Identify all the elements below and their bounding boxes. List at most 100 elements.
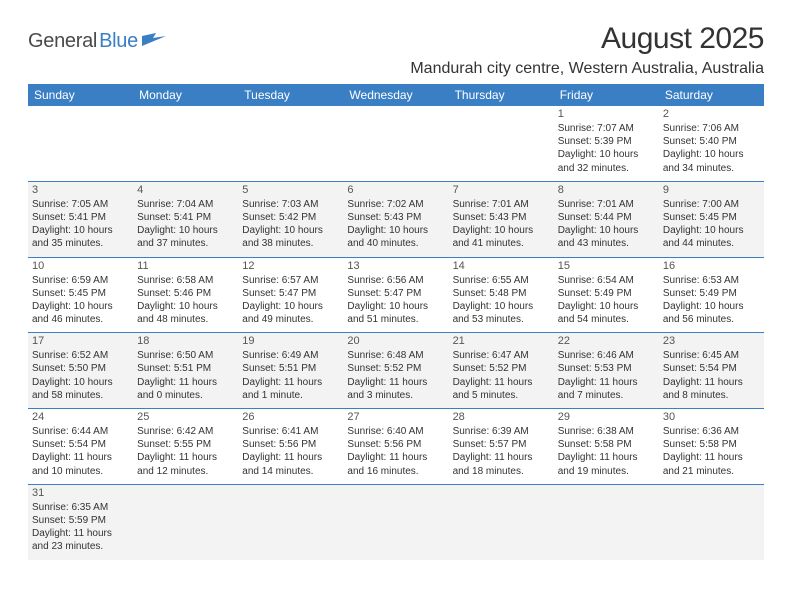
cell-text: Daylight: 10 hours [32,300,129,313]
cell-text: Daylight: 10 hours [663,224,760,237]
cell-text: Daylight: 10 hours [558,148,655,161]
table-row: 31Sunrise: 6:35 AMSunset: 5:59 PMDayligh… [28,484,764,559]
day-number: 12 [242,260,339,272]
cell-text: Sunrise: 7:01 AM [453,198,550,211]
cell-text: and 53 minutes. [453,313,550,326]
location-subtitle: Mandurah city centre, Western Australia,… [410,60,764,78]
cell-text: Daylight: 11 hours [663,376,760,389]
calendar-cell: 30Sunrise: 6:36 AMSunset: 5:58 PMDayligh… [659,409,764,485]
cell-text: Sunrise: 7:00 AM [663,198,760,211]
calendar-cell: 12Sunrise: 6:57 AMSunset: 5:47 PMDayligh… [238,257,343,333]
logo-text-general: General [28,30,97,53]
col-thursday: Thursday [449,84,554,106]
cell-text: Sunrise: 6:52 AM [32,349,129,362]
cell-text: Sunset: 5:56 PM [347,438,444,451]
cell-text: Sunrise: 6:39 AM [453,425,550,438]
cell-text: Sunrise: 7:01 AM [558,198,655,211]
cell-text: and 3 minutes. [347,389,444,402]
table-row: 17Sunrise: 6:52 AMSunset: 5:50 PMDayligh… [28,333,764,409]
calendar-cell: 2Sunrise: 7:06 AMSunset: 5:40 PMDaylight… [659,106,764,181]
cell-text: Sunset: 5:52 PM [453,362,550,375]
day-number: 11 [137,260,234,272]
cell-text: and 46 minutes. [32,313,129,326]
cell-text: and 56 minutes. [663,313,760,326]
cell-text: Sunset: 5:41 PM [32,211,129,224]
cell-text: Sunrise: 6:53 AM [663,274,760,287]
cell-text: Sunrise: 6:50 AM [137,349,234,362]
day-number: 14 [453,260,550,272]
cell-text: Sunset: 5:58 PM [663,438,760,451]
cell-text: and 10 minutes. [32,465,129,478]
page-title: August 2025 [410,22,764,56]
cell-text: Sunrise: 6:56 AM [347,274,444,287]
calendar-cell [343,106,448,181]
cell-text: and 21 minutes. [663,465,760,478]
cell-text: Sunrise: 6:59 AM [32,274,129,287]
day-number: 23 [663,335,760,347]
cell-text: Daylight: 11 hours [558,376,655,389]
cell-text: and 5 minutes. [453,389,550,402]
cell-text: Daylight: 10 hours [347,300,444,313]
cell-text: Daylight: 11 hours [663,451,760,464]
cell-text: Sunrise: 6:36 AM [663,425,760,438]
cell-text: Daylight: 10 hours [663,300,760,313]
cell-text: Sunrise: 6:38 AM [558,425,655,438]
cell-text: Sunrise: 7:05 AM [32,198,129,211]
day-number: 4 [137,184,234,196]
cell-text: Sunrise: 6:42 AM [137,425,234,438]
cell-text: Daylight: 11 hours [558,451,655,464]
cell-text: and 49 minutes. [242,313,339,326]
col-monday: Monday [133,84,238,106]
cell-text: and 44 minutes. [663,237,760,250]
cell-text: and 16 minutes. [347,465,444,478]
calendar-cell: 9Sunrise: 7:00 AMSunset: 5:45 PMDaylight… [659,181,764,257]
header: General Blue August 2025 Mandurah city c… [28,22,764,78]
col-wednesday: Wednesday [343,84,448,106]
cell-text: Sunrise: 6:48 AM [347,349,444,362]
calendar-cell [449,484,554,559]
table-row: 24Sunrise: 6:44 AMSunset: 5:54 PMDayligh… [28,409,764,485]
calendar-cell [133,484,238,559]
cell-text: and 48 minutes. [137,313,234,326]
calendar-cell [659,484,764,559]
cell-text: Sunrise: 6:35 AM [32,501,129,514]
cell-text: Daylight: 10 hours [453,224,550,237]
calendar-cell [238,484,343,559]
day-number: 18 [137,335,234,347]
cell-text: Sunset: 5:43 PM [453,211,550,224]
cell-text: Sunrise: 6:41 AM [242,425,339,438]
day-number: 17 [32,335,129,347]
cell-text: Daylight: 10 hours [32,224,129,237]
cell-text: Daylight: 10 hours [347,224,444,237]
day-number: 25 [137,411,234,423]
cell-text: and 32 minutes. [558,162,655,175]
day-number: 1 [558,108,655,120]
cell-text: Sunset: 5:58 PM [558,438,655,451]
col-tuesday: Tuesday [238,84,343,106]
cell-text: Sunrise: 6:58 AM [137,274,234,287]
cell-text: Sunrise: 6:55 AM [453,274,550,287]
day-number: 28 [453,411,550,423]
table-row: 10Sunrise: 6:59 AMSunset: 5:45 PMDayligh… [28,257,764,333]
cell-text: and 1 minute. [242,389,339,402]
cell-text: Sunrise: 7:07 AM [558,122,655,135]
cell-text: Sunset: 5:52 PM [347,362,444,375]
cell-text: Sunrise: 6:44 AM [32,425,129,438]
cell-text: and 40 minutes. [347,237,444,250]
cell-text: and 34 minutes. [663,162,760,175]
logo-text-blue: Blue [99,30,138,53]
calendar-cell: 5Sunrise: 7:03 AMSunset: 5:42 PMDaylight… [238,181,343,257]
cell-text: Sunrise: 7:06 AM [663,122,760,135]
cell-text: Sunrise: 6:40 AM [347,425,444,438]
cell-text: Sunrise: 7:02 AM [347,198,444,211]
calendar-cell: 8Sunrise: 7:01 AMSunset: 5:44 PMDaylight… [554,181,659,257]
day-number: 15 [558,260,655,272]
cell-text: Daylight: 10 hours [137,224,234,237]
cell-text: Daylight: 11 hours [242,451,339,464]
calendar-cell: 7Sunrise: 7:01 AMSunset: 5:43 PMDaylight… [449,181,554,257]
day-number: 5 [242,184,339,196]
cell-text: Daylight: 10 hours [242,300,339,313]
cell-text: and 38 minutes. [242,237,339,250]
col-friday: Friday [554,84,659,106]
day-number: 24 [32,411,129,423]
